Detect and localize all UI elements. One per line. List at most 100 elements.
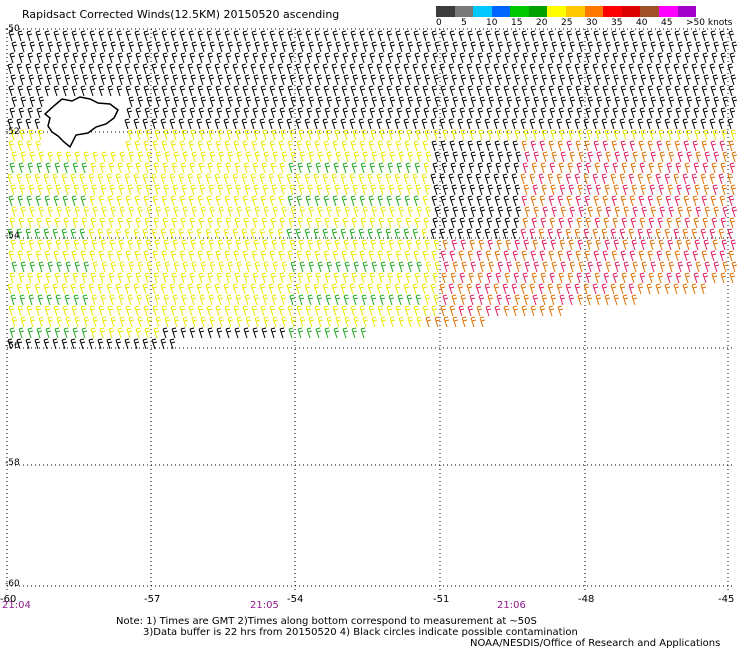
wind-barb <box>304 283 311 295</box>
wind-barb <box>20 41 27 53</box>
wind-barb <box>7 338 14 350</box>
wind-barb <box>190 129 197 141</box>
wind-barb <box>568 129 575 141</box>
wind-barb <box>218 316 225 328</box>
wind-barb <box>433 129 440 141</box>
wind-barb <box>88 173 95 185</box>
wind-barb <box>351 327 358 339</box>
wind-barb <box>595 129 602 141</box>
wind-barb <box>134 30 141 42</box>
wind-barb <box>306 52 313 64</box>
wind-barb <box>549 217 556 229</box>
wind-barb <box>522 107 529 119</box>
wind-barb <box>457 118 464 130</box>
wind-barb <box>647 30 654 42</box>
wind-barb <box>614 41 621 53</box>
wind-barb <box>172 129 179 141</box>
wind-barb <box>548 30 555 42</box>
wind-barb <box>459 217 466 229</box>
wind-barb <box>322 228 329 240</box>
wind-barb <box>458 140 465 152</box>
wind-barb <box>205 228 212 240</box>
wind-barb <box>182 206 189 218</box>
wind-barb <box>665 30 672 42</box>
wind-barb <box>208 184 215 196</box>
wind-barb <box>270 217 277 229</box>
wind-barb <box>11 316 18 328</box>
wind-barb <box>64 239 71 251</box>
wind-barb <box>513 107 520 119</box>
wind-barb <box>25 283 32 295</box>
wind-barb <box>730 184 737 196</box>
wind-barb <box>457 173 464 185</box>
wind-barb <box>601 63 608 75</box>
wind-barb <box>26 140 33 152</box>
wind-barb <box>504 217 511 229</box>
wind-barb <box>296 30 303 42</box>
wind-barb <box>324 327 331 339</box>
wind-barb <box>729 217 736 229</box>
wind-barb <box>34 228 41 240</box>
wind-barb <box>479 151 486 163</box>
wind-barb <box>594 107 601 119</box>
wind-barb <box>299 316 306 328</box>
wind-barb <box>542 151 549 163</box>
wind-barb <box>522 52 529 64</box>
wind-barb <box>89 250 96 262</box>
wind-barb <box>197 85 204 97</box>
wind-barb <box>70 228 77 240</box>
wind-barb <box>421 63 428 75</box>
wind-barb <box>83 151 90 163</box>
wind-barb <box>55 294 62 306</box>
wind-barb <box>162 217 169 229</box>
wind-barb <box>352 74 359 86</box>
wind-barb <box>397 294 404 306</box>
wind-barb <box>317 261 324 273</box>
wind-barb <box>271 129 278 141</box>
wind-barb <box>358 228 365 240</box>
wind-barb <box>188 250 195 262</box>
wind-barb <box>260 195 267 207</box>
wind-barb <box>287 30 294 42</box>
wind-barb <box>721 239 728 251</box>
wind-barb <box>443 206 450 218</box>
wind-barb <box>268 228 275 240</box>
wind-barb <box>20 151 27 163</box>
wind-barb <box>340 118 347 130</box>
lon-label-45: -45 <box>718 594 735 605</box>
wind-barb <box>547 63 554 75</box>
wind-barb <box>56 261 63 273</box>
wind-barb <box>649 239 656 251</box>
wind-barb <box>506 96 513 108</box>
wind-barb <box>313 63 320 75</box>
colorbar-swatch <box>491 6 511 17</box>
wind-barb <box>521 250 528 262</box>
wind-barb <box>200 151 207 163</box>
wind-barb <box>638 140 645 152</box>
wind-barb <box>585 217 592 229</box>
wind-barb <box>388 74 395 86</box>
wind-barb <box>199 239 206 251</box>
wind-barb <box>73 74 80 86</box>
wind-barb <box>224 30 231 42</box>
wind-barb <box>225 52 232 64</box>
note-line-1: Note: 1) Times are GMT 2)Times along bot… <box>116 616 537 627</box>
wind-barb <box>142 173 149 185</box>
wind-barb <box>566 30 573 42</box>
wind-barb <box>218 41 225 53</box>
wind-barb <box>290 41 297 53</box>
wind-barb <box>243 272 250 284</box>
wind-barb <box>8 305 15 317</box>
wind-barb <box>9 107 16 119</box>
wind-barb <box>619 118 626 130</box>
wind-barb <box>730 239 737 251</box>
wind-barb <box>333 327 340 339</box>
wind-barb <box>16 338 23 350</box>
wind-barb <box>259 63 266 75</box>
wind-barb <box>460 74 467 86</box>
wind-barb <box>35 140 42 152</box>
wind-barb <box>180 272 187 284</box>
wind-barb <box>37 129 44 141</box>
wind-barb <box>115 283 122 295</box>
wind-barb <box>622 74 629 86</box>
